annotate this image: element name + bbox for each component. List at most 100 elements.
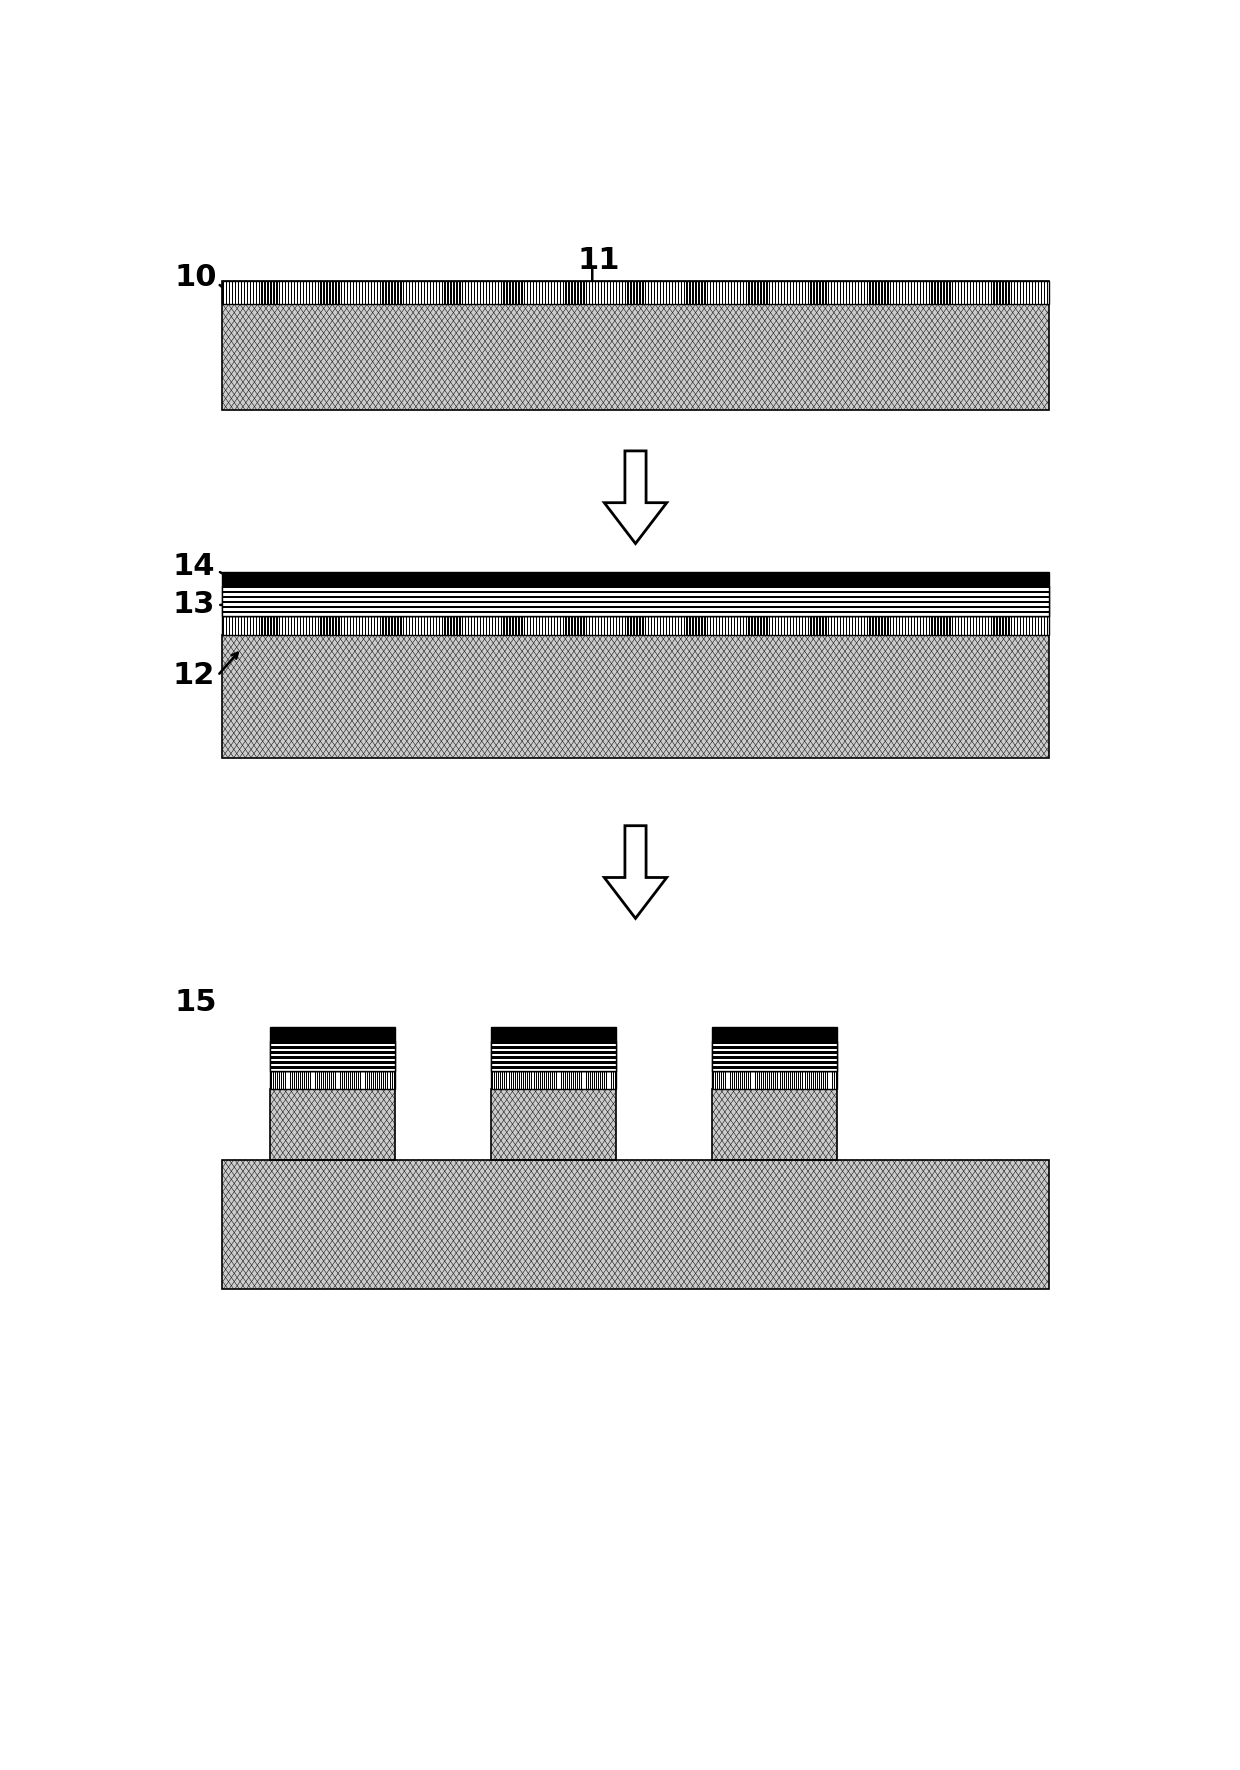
Bar [1047,616,1048,635]
Bar [914,616,915,635]
Bar [300,280,301,304]
Bar [940,280,941,304]
Bar [491,1041,616,1071]
Bar [805,616,806,635]
Bar [1040,280,1042,304]
Bar [587,280,588,304]
Bar [418,280,419,304]
Bar [1023,280,1024,304]
Bar [916,280,918,304]
Bar [1008,280,1009,304]
Bar [908,616,909,635]
Bar [911,280,913,304]
Bar [651,616,652,635]
Bar [831,616,832,635]
Bar [702,616,703,635]
Bar [409,616,410,635]
Bar [769,280,770,304]
Bar [463,280,464,304]
Bar [341,616,342,635]
Bar [506,280,507,304]
Bar [491,1041,616,1044]
Bar [450,280,451,304]
Bar [303,616,304,635]
Bar [952,280,954,304]
Bar [222,604,1049,605]
Bar [232,280,233,304]
Bar [497,280,498,304]
Bar [489,280,490,304]
Bar [247,616,248,635]
Bar [792,280,794,304]
Bar [222,572,1049,586]
Bar [222,611,1049,614]
Bar [477,616,479,635]
Bar [944,280,945,304]
Bar [901,280,903,304]
Bar [1014,616,1016,635]
Bar [615,280,618,304]
Bar [923,616,924,635]
Bar [270,1071,396,1089]
Bar [813,616,815,635]
Bar [326,280,327,304]
Bar [781,616,782,635]
Bar [642,280,644,304]
Bar [993,280,994,304]
Bar [634,616,635,635]
Bar [229,280,231,304]
Bar [645,616,646,635]
Bar [959,280,960,304]
Bar [386,616,387,635]
Bar [949,280,951,304]
Bar [427,280,428,304]
Bar [970,616,971,635]
Polygon shape [604,825,667,919]
Bar [766,616,768,635]
Bar [636,280,637,304]
Bar [719,616,720,635]
Bar [598,616,599,635]
Bar [619,616,620,635]
Bar [657,616,658,635]
Bar [873,616,874,635]
Bar [270,1066,396,1069]
Bar [999,280,1001,304]
Bar [565,616,567,635]
Bar [1008,616,1009,635]
Bar [512,280,513,304]
Bar [222,586,1049,588]
Bar [291,280,293,304]
Bar [277,616,278,635]
Bar [583,280,584,304]
Bar [878,280,879,304]
Bar [905,616,906,635]
Bar [510,280,511,304]
Bar [976,280,977,304]
Bar [557,616,558,635]
Bar [358,280,360,304]
Bar [353,616,355,635]
Bar [649,616,650,635]
Bar [317,280,319,304]
Bar [863,616,866,635]
Bar [332,280,334,304]
Bar [677,280,680,304]
Bar [937,616,939,635]
Bar [777,280,779,304]
Bar [835,616,836,635]
Bar [999,616,1001,635]
Bar [222,598,1049,600]
Bar [330,280,331,304]
Bar [985,616,986,635]
Bar [412,616,413,635]
Bar [521,280,522,304]
Bar [745,280,746,304]
Bar [450,616,451,635]
Bar [368,616,370,635]
Bar [955,280,956,304]
Bar [527,280,528,304]
Bar [816,280,817,304]
Bar [908,280,909,304]
Bar [861,616,862,635]
